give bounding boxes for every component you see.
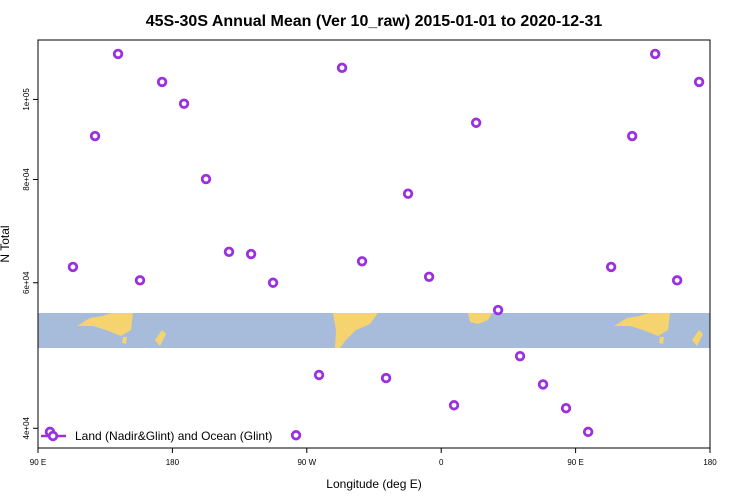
point [605,261,617,273]
legend-label: Land (Nadir&Glint) and Ocean (Glint) [75,429,272,443]
x-tick-label: 180 [703,458,717,467]
point [156,76,168,88]
land [77,313,166,346]
point [671,275,683,286]
point [336,62,348,74]
point [560,403,572,414]
point [693,76,705,88]
x-tick-label: 90 E [30,458,46,467]
point [112,48,124,60]
point [492,304,504,316]
land [468,313,492,324]
point [67,261,79,273]
point [89,130,101,142]
point [470,117,482,128]
point [178,98,190,109]
y-tick-label: 4e+04 [22,416,31,439]
x-tick-label: 180 [166,458,180,467]
point [267,277,279,288]
x-tick-label: 0 [439,458,444,467]
point [356,256,368,267]
point [514,350,526,362]
legend-marker [47,430,59,442]
point [402,188,414,199]
point [200,173,212,185]
land [333,313,378,348]
point [649,48,661,60]
point [223,246,235,258]
point [537,379,549,390]
y-tick-label: 1e+05 [22,88,31,111]
point [423,271,435,283]
point [134,275,146,286]
point [582,426,594,438]
point [380,372,392,384]
plot-frame [37,39,711,449]
point [626,130,638,142]
x-tick-label: 90 W [297,458,316,467]
point [448,400,460,411]
map-strip [38,313,710,348]
chart-title: 45S-30S Annual Mean (Ver 10_raw) 2015-01… [146,13,603,30]
y-axis-label: N Total [0,225,12,262]
x-tick-label: 90 E [567,458,583,467]
point [313,369,325,381]
y-tick-label: 8e+04 [22,168,31,191]
land [614,313,703,346]
point [290,430,302,441]
point [245,248,257,260]
x-axis-label: Longitude (deg E) [326,477,421,491]
y-tick-label: 6e+04 [22,271,31,294]
ocean-band [38,313,710,348]
